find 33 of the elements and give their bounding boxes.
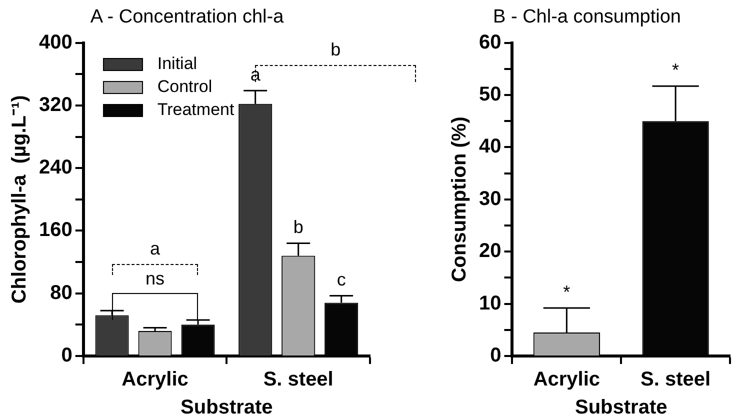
x-tick-label: S. steel bbox=[263, 368, 334, 391]
y-axis-title: Consumption (%) bbox=[448, 116, 471, 282]
annotation: ns bbox=[146, 268, 165, 288]
y-tick-label: 320 bbox=[38, 94, 72, 116]
y-tick-label: 60 bbox=[478, 31, 502, 54]
y-tick-label: 400 bbox=[38, 31, 72, 54]
y-tick-label: 10 bbox=[478, 292, 502, 314]
x-tick-label: Acrylic bbox=[122, 368, 188, 391]
legend-label: Initial bbox=[157, 54, 198, 74]
annotation: a bbox=[150, 238, 162, 259]
y-tick-label: 40 bbox=[478, 136, 502, 158]
x-axis-title: Substrate bbox=[575, 396, 668, 419]
legend-label: Treatment bbox=[157, 100, 234, 120]
annotation: b bbox=[293, 217, 304, 238]
y-tick-label: 20 bbox=[478, 240, 502, 262]
x-tick-label: S. steel bbox=[640, 368, 711, 391]
y-axis-title: Chlorophyll-a (µg.L⁻¹) bbox=[8, 95, 31, 304]
annotation: b bbox=[330, 40, 341, 60]
y-tick-label: 30 bbox=[478, 188, 502, 210]
legend-label: Control bbox=[157, 77, 212, 98]
annotation: c bbox=[336, 270, 346, 290]
chart-title: A - Concentration chl-a bbox=[90, 6, 284, 28]
y-tick-label: 160 bbox=[38, 219, 72, 242]
y-tick-label: 240 bbox=[38, 156, 72, 179]
y-tick-label: 80 bbox=[50, 282, 72, 304]
x-tick-label: Acrylic bbox=[533, 368, 600, 391]
chart-title: B - Chl-a consumption bbox=[493, 6, 681, 28]
y-tick-label: 50 bbox=[478, 84, 502, 106]
y-tick-label: 0 bbox=[490, 344, 502, 367]
x-axis-title: Substrate bbox=[180, 396, 273, 419]
annotation: * bbox=[563, 282, 570, 302]
y-tick-label: 0 bbox=[61, 344, 72, 367]
annotation: * bbox=[672, 60, 680, 80]
